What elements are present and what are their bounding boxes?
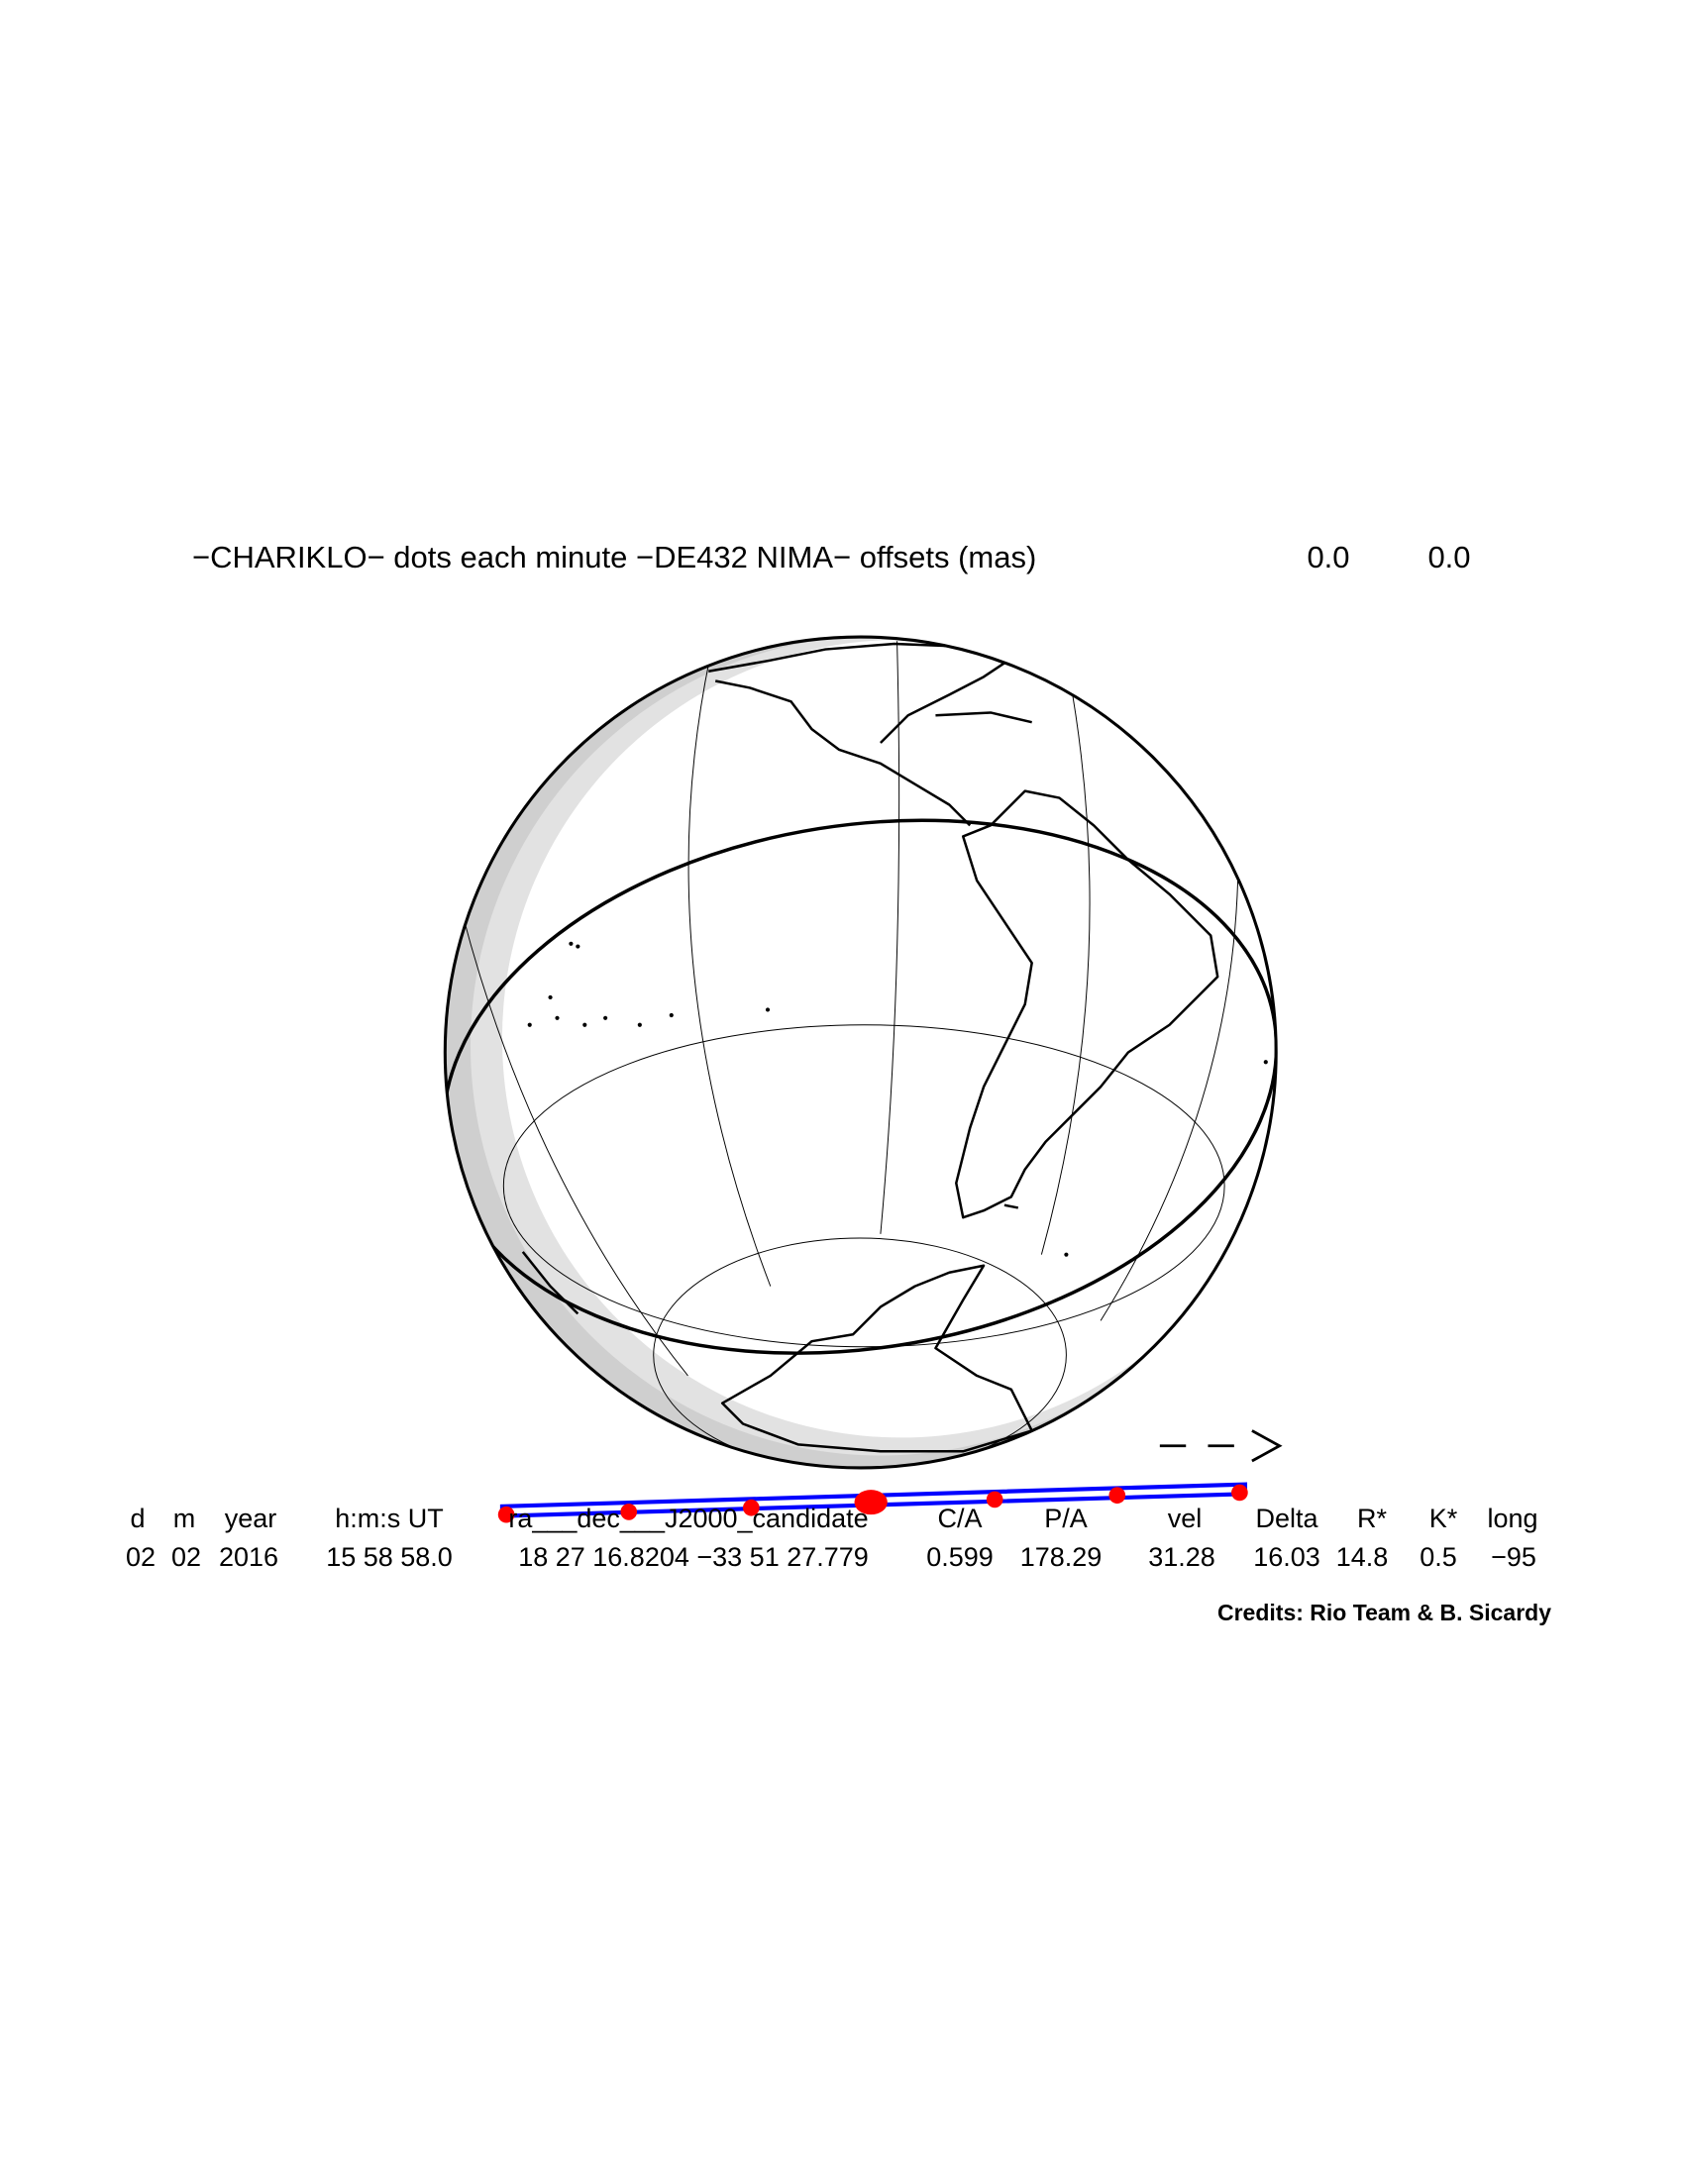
cell-value: 16.03 — [1253, 1542, 1320, 1572]
title: −CHARIKLO− dots each minute −DE432 NIMA−… — [192, 540, 1036, 574]
cell-value: 02 — [126, 1542, 156, 1572]
credits: Credits: Rio Team & B. Sicardy — [1217, 1600, 1551, 1625]
direction-arrow — [1159, 1429, 1283, 1463]
column-header: C/A — [937, 1504, 982, 1533]
globe — [443, 635, 1283, 1523]
column-header: h:m:s UT — [335, 1504, 444, 1533]
cell-value: 2016 — [219, 1542, 278, 1572]
column-header: K* — [1429, 1504, 1458, 1533]
cell-value: 15 58 58.0 — [326, 1542, 453, 1572]
cell-value: 31.28 — [1148, 1542, 1215, 1572]
column-header: year — [225, 1504, 277, 1533]
column-header: long — [1487, 1504, 1537, 1533]
offset-dec: 0.0 — [1427, 540, 1470, 574]
shadow-path — [497, 1482, 1248, 1523]
column-header: Delta — [1255, 1504, 1318, 1533]
offset-ra: 0.0 — [1307, 540, 1349, 574]
cell-value: 18 27 16.8204 −33 51 27.779 — [518, 1542, 869, 1572]
column-header: vel — [1168, 1504, 1203, 1533]
column-header: R* — [1357, 1504, 1387, 1533]
column-header: P/A — [1044, 1504, 1088, 1533]
column-header: ra___dec___J2000_candidate — [508, 1504, 868, 1533]
cell-value: 0.5 — [1420, 1542, 1457, 1572]
cell-value: 14.8 — [1336, 1542, 1389, 1572]
cell-value: −95 — [1491, 1542, 1536, 1572]
data-table: d m year h:m:s UT ra___dec___J2000_candidate… — [126, 1504, 1538, 1572]
cell-value: 0.599 — [926, 1542, 994, 1572]
column-header: m — [173, 1504, 196, 1533]
column-header: d — [130, 1504, 145, 1533]
cell-value: 178.29 — [1020, 1542, 1103, 1572]
cell-value: 02 — [171, 1542, 201, 1572]
